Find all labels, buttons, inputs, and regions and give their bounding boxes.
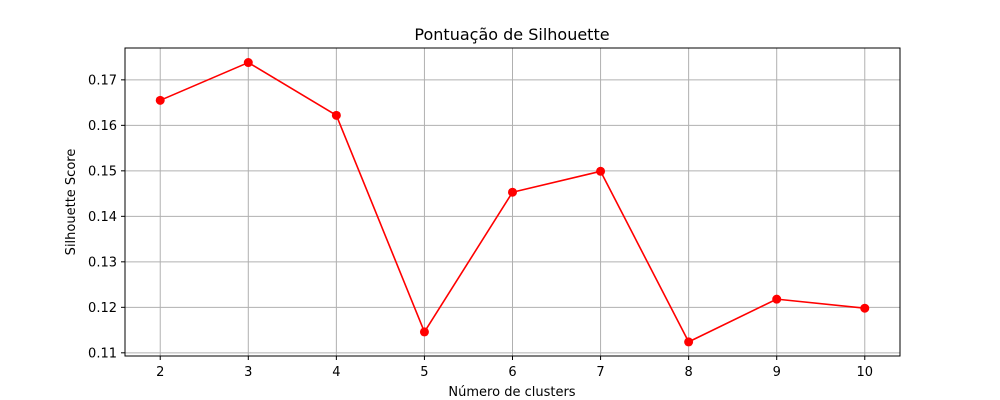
x-tick-label: 5: [420, 365, 428, 380]
y-tick-label: 0.17: [88, 73, 117, 88]
x-axis-label: Número de clusters: [448, 385, 575, 400]
x-tick-label: 2: [156, 365, 164, 380]
series-layer: [155, 58, 870, 347]
data-point: [155, 95, 165, 105]
x-tick-label: 8: [684, 365, 692, 380]
data-point: [772, 294, 782, 304]
y-axis-ticks: 0.11 0.12 0.13 0.14 0.15 0.16 0.17: [88, 73, 125, 361]
y-tick-label: 0.14: [88, 210, 117, 225]
chart-title: Pontuação de Silhouette: [414, 25, 609, 44]
x-axis-ticks: 2 3 4 5 6 7 8 9 10: [156, 356, 873, 380]
data-point: [684, 337, 694, 347]
y-tick-label: 0.11: [88, 346, 117, 361]
x-tick-label: 6: [508, 365, 516, 380]
x-tick-label: 10: [856, 365, 873, 380]
y-tick-label: 0.13: [88, 255, 117, 270]
data-point: [508, 187, 517, 197]
data-point: [860, 303, 870, 313]
data-point: [331, 110, 341, 120]
x-tick-label: 9: [773, 365, 781, 380]
y-axis-label: Silhouette Score: [64, 149, 79, 256]
x-tick-label: 3: [244, 365, 252, 380]
x-tick-label: 4: [332, 365, 340, 380]
data-point: [419, 327, 429, 337]
data-point: [243, 58, 253, 68]
x-tick-label: 7: [596, 365, 604, 380]
y-tick-label: 0.15: [88, 164, 117, 179]
data-point: [596, 166, 606, 176]
y-tick-label: 0.16: [88, 119, 117, 134]
grid: [125, 48, 900, 356]
y-tick-label: 0.12: [88, 301, 117, 316]
